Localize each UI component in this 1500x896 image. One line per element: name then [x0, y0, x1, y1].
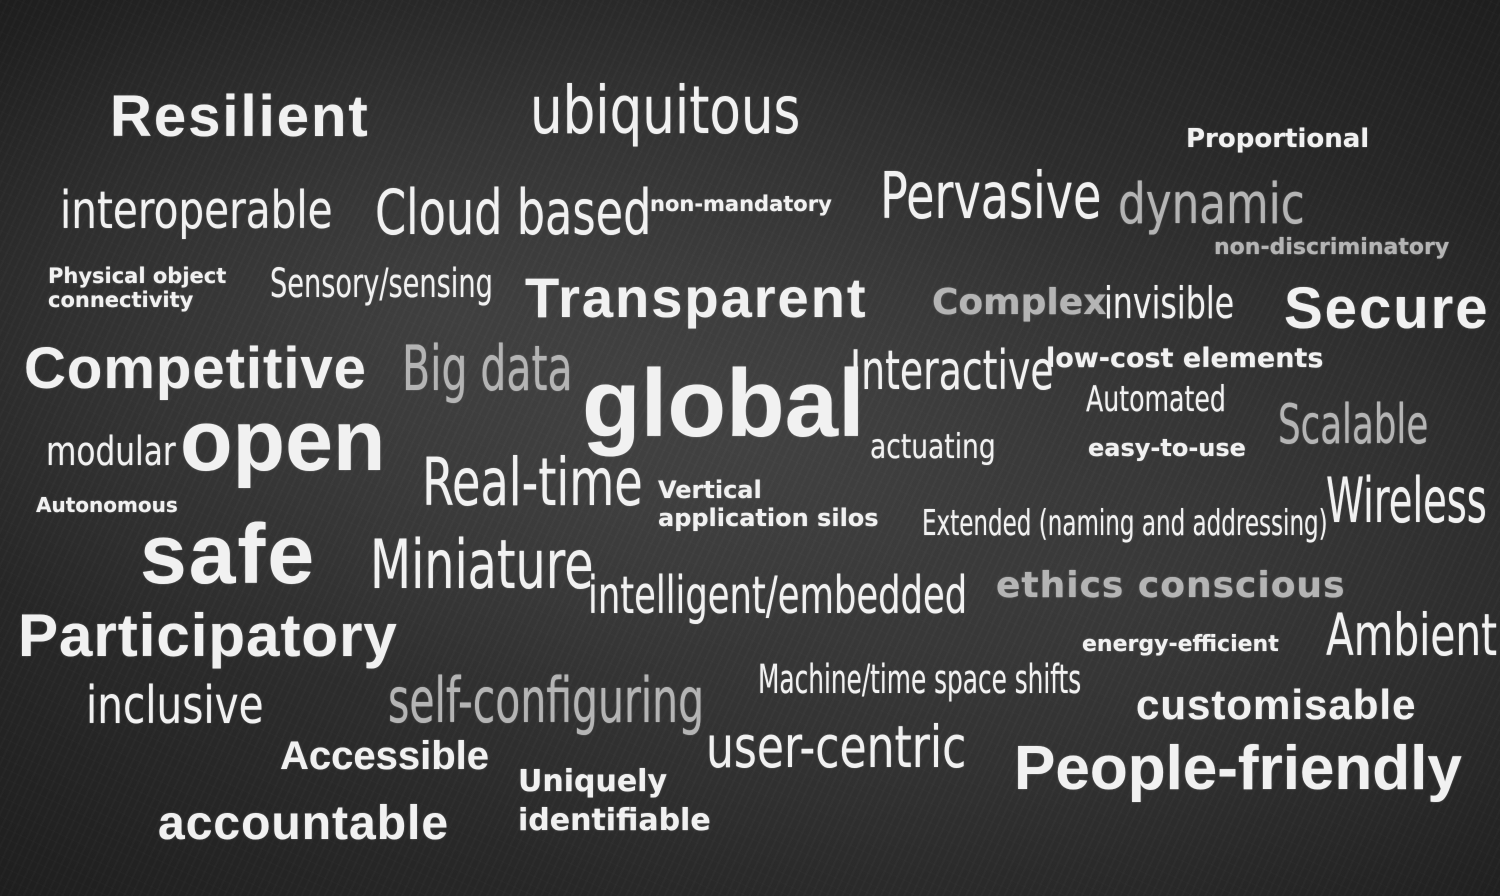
word-real-time: Real-time: [422, 444, 643, 521]
word-modular: modular: [46, 429, 176, 475]
word-accountable: accountable: [158, 797, 450, 850]
word-accessible: Accessible: [280, 734, 490, 778]
word-resilient: Resilient: [110, 84, 370, 149]
word-dynamic: dynamic: [1118, 172, 1305, 237]
uniquely-line2: identifiable: [518, 803, 711, 838]
word-ubiquitous: ubiquitous: [530, 72, 801, 149]
word-invisible: invisible: [1104, 278, 1235, 329]
word-secure: Secure: [1284, 276, 1490, 341]
word-user-centric: user-centric: [706, 713, 967, 781]
word-competitive: Competitive: [24, 336, 367, 401]
word-physical-object-connectivity: Physical object connectivity: [48, 264, 226, 312]
word-global: global: [582, 350, 865, 457]
word-energy-efficient: energy-efficient: [1082, 632, 1279, 657]
word-vertical-application-silos: Vertical application silos: [658, 476, 879, 532]
word-big-data: Big data: [402, 332, 573, 405]
vertical-line2: application silos: [658, 503, 879, 532]
word-interactive: Interactive: [850, 339, 1054, 402]
word-machine-time-space-shifts: Machine/time space shifts: [758, 657, 1082, 703]
uniquely-line1: Uniquely: [518, 764, 668, 799]
word-actuating: actuating: [870, 427, 996, 467]
word-uniquely-identifiable: Uniquely identifiable: [518, 762, 711, 840]
word-ambient: Ambient: [1326, 601, 1498, 669]
word-easy-to-use: easy-to-use: [1088, 434, 1246, 462]
word-cloud-based: Cloud based: [375, 176, 652, 249]
word-transparent: Transparent: [525, 266, 868, 329]
word-pervasive: Pervasive: [880, 160, 1102, 234]
physical-object-line2: connectivity: [48, 288, 194, 313]
word-complex: Complex: [932, 282, 1107, 323]
word-safe: safe: [140, 507, 317, 601]
word-self-configuring: self-configuring: [388, 664, 705, 737]
word-inclusive: inclusive: [86, 676, 264, 736]
word-miniature: Miniature: [370, 526, 594, 605]
word-autonomous: Autonomous: [36, 493, 178, 517]
word-extended: Extended (naming and addressing): [922, 503, 1328, 544]
word-scalable: Scalable: [1278, 393, 1429, 456]
word-wireless: Wireless: [1326, 464, 1487, 537]
word-customisable: customisable: [1136, 681, 1417, 728]
word-non-mandatory: non-mandatory: [650, 192, 832, 216]
word-low-cost-elements: low-cost elements: [1046, 343, 1324, 374]
word-ethics-conscious: ethics conscious: [996, 565, 1346, 606]
word-sensory-sensing: Sensory/sensing: [270, 261, 493, 307]
word-non-discriminatory: non-discriminatory: [1214, 235, 1450, 260]
word-intelligent-embedded: intelligent/embedded: [588, 566, 968, 626]
physical-object-line1: Physical object: [48, 264, 227, 288]
word-open: open: [180, 393, 386, 489]
word-people-friendly: People-friendly: [1014, 734, 1462, 803]
word-proportional: Proportional: [1186, 124, 1370, 154]
word-participatory: Participatory: [18, 602, 398, 669]
word-automated: Automated: [1086, 379, 1226, 420]
vertical-line1: Vertical: [658, 476, 762, 504]
word-interoperable: interoperable: [60, 181, 333, 241]
